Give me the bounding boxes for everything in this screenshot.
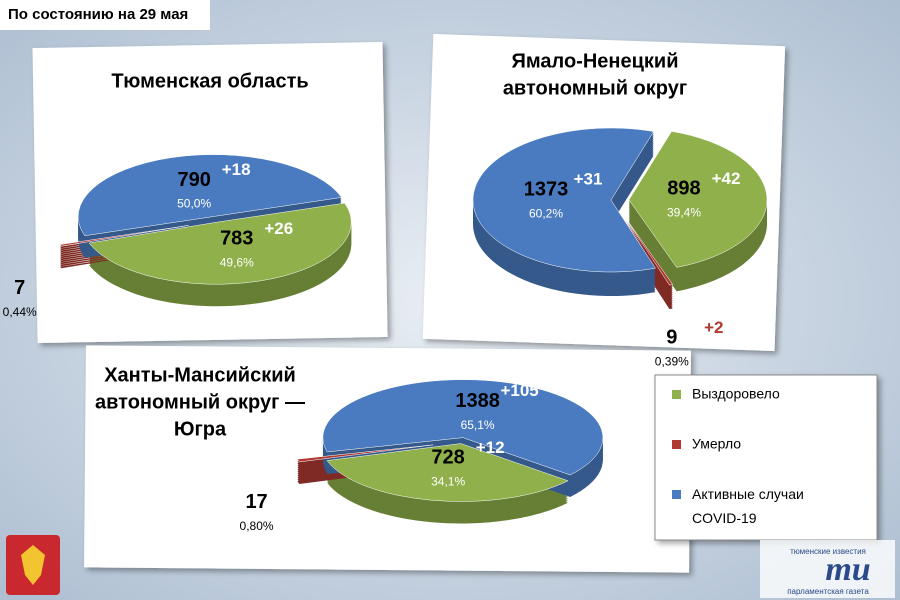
slice [624, 216, 674, 286]
slice [88, 202, 352, 285]
chart-title: автономный округ [503, 77, 687, 99]
legend-swatch [672, 490, 681, 499]
percentage-label: 0,44% [3, 305, 37, 319]
percentage-label: 34,1% [431, 475, 465, 489]
logo-box [760, 540, 895, 598]
increase-label: +31 [574, 170, 603, 189]
slice [628, 131, 768, 268]
legend-label-line: Активные случаи [692, 486, 804, 502]
legend-label: Активные случаи COVID-19 [692, 486, 804, 526]
value-label: 728 [431, 447, 464, 469]
value-label: 7 [14, 277, 25, 299]
chart-title: Югра [174, 418, 227, 440]
slice [59, 225, 189, 247]
value-label: 790 [177, 169, 210, 191]
increase-label: +105 [500, 381, 538, 400]
chart-title: Ханты-Мансийский [104, 364, 296, 386]
value-label: 898 [667, 178, 700, 200]
percentage-label: 0,80% [240, 519, 274, 533]
emblem [6, 535, 60, 595]
slice [472, 127, 656, 273]
chart-title: Тюменская область [111, 70, 308, 92]
slice [326, 443, 569, 502]
logo-top: тюменские известия [790, 547, 866, 556]
percentage-label: 60,2% [529, 206, 563, 220]
header: По состоянию на 29 мая [8, 6, 188, 23]
chart-title: Ямало-Ненецкий [511, 50, 678, 72]
legend-label-line: COVID-19 [692, 510, 757, 526]
legend-label: Выздоровело [692, 386, 780, 402]
percentage-label: 39,4% [667, 205, 701, 219]
percentage-label: 49,6% [220, 256, 254, 270]
chart-title: автономный округ — [95, 391, 305, 413]
legend-swatch [672, 390, 681, 399]
percentage-label: 65,1% [461, 418, 495, 432]
increase-label: +2 [704, 318, 723, 337]
legend-swatch [672, 440, 681, 449]
increase-label: +42 [712, 169, 741, 188]
legend-label: Умерло [692, 436, 741, 452]
value-label: 17 [245, 491, 267, 513]
value-label: 1373 [524, 179, 569, 201]
value-label: 783 [220, 228, 253, 250]
increase-label: +18 [222, 160, 251, 179]
increase-label: +12 [476, 438, 505, 457]
value-label: 9 [666, 327, 677, 349]
slice [322, 379, 604, 476]
increase-label: +26 [264, 219, 293, 238]
value-label: 1388 [455, 390, 500, 412]
slice [297, 444, 434, 463]
slice [77, 154, 342, 237]
logo-bottom: парламентская газета [787, 587, 869, 596]
legend-box [654, 374, 878, 541]
logo-mark: ти [825, 551, 870, 588]
percentage-label: 50,0% [177, 197, 211, 211]
percentage-label: 0,39% [655, 355, 689, 369]
header-box [0, 0, 210, 30]
